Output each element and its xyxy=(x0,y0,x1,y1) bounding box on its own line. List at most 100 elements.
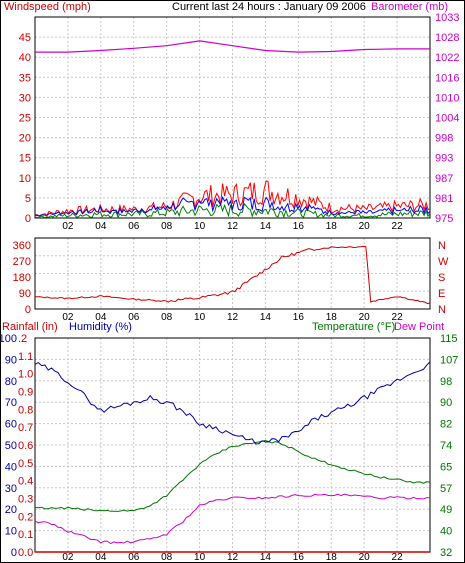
humidity-y-tick-label: 0 xyxy=(11,547,17,559)
humidity-y-tick-label: 100 xyxy=(0,333,17,345)
climate-panel-x-tick-label: 22 xyxy=(392,552,404,563)
wind-panel-x-tick-label: 10 xyxy=(194,221,206,232)
humidity-y-tick-label: 20 xyxy=(5,504,17,516)
wind-average-series xyxy=(34,196,431,217)
barometer-y-tick-label: 987 xyxy=(435,173,453,185)
direction-panel-x-tick-label: 16 xyxy=(293,312,305,323)
barometer-y-tick-label: 981 xyxy=(435,193,453,205)
compass-tick-label: N xyxy=(438,304,446,316)
direction-y-tick-label: 90 xyxy=(19,288,31,300)
barometer-y-tick-label: 1033 xyxy=(435,12,459,24)
humidity-y-tick-label: 50 xyxy=(5,440,17,452)
humidity-y-tick-label: 90 xyxy=(5,354,17,366)
wind-panel-x-tick-label: 12 xyxy=(227,221,239,232)
direction-y-tick-label: 180 xyxy=(13,272,31,284)
humidity-y-tick-label: 40 xyxy=(5,461,17,473)
direction-panel-x-tick-label: 02 xyxy=(62,312,74,323)
climate-panel-x-tick-label: 18 xyxy=(326,552,338,563)
rainfall-y-tick-label: .2 xyxy=(18,333,27,345)
compass-tick-label: N xyxy=(438,240,446,252)
direction-y-tick-label: 270 xyxy=(13,256,31,268)
rainfall-y-tick-label: 1.0 xyxy=(18,369,33,381)
climate-panel-x-tick-label: 02 xyxy=(62,552,74,563)
barometer-y-tick-label: 998 xyxy=(435,133,453,145)
barometer-y-tick-label: 1022 xyxy=(435,52,459,64)
barometer-series xyxy=(35,40,430,53)
temperature-y-tick-label: 90 xyxy=(440,397,452,409)
humidity-y-tick-label: 30 xyxy=(5,483,17,495)
wind-panel-plot-border xyxy=(34,16,431,219)
rainfall-y-tick-label: 0.3 xyxy=(18,494,33,506)
windspeed-axis-title: Windspeed (mph) xyxy=(4,1,91,13)
windspeed-y-tick-label: 20 xyxy=(19,133,31,145)
windspeed-y-tick-label: 25 xyxy=(19,113,31,125)
temperature-y-tick-label: 49 xyxy=(440,504,452,516)
rainfall-y-tick-label: 0.8 xyxy=(18,404,33,416)
barometer-y-tick-label: 1010 xyxy=(435,92,459,104)
wind-panel-x-tick-label: 20 xyxy=(359,221,371,232)
direction-panel-x-tick-label: 12 xyxy=(227,312,239,323)
rainfall-y-tick-label: 0.4 xyxy=(18,476,33,488)
barometer-y-tick-label: 993 xyxy=(435,153,453,165)
climate-panel-x-tick-label: 08 xyxy=(161,552,173,563)
windspeed-y-tick-label: 10 xyxy=(19,173,31,185)
humidity-y-tick-label: 60 xyxy=(5,419,17,431)
direction-panel-x-tick-label: 18 xyxy=(326,312,338,323)
compass-tick-label: S xyxy=(438,272,445,284)
wind-panel-x-tick-label: 02 xyxy=(62,221,74,232)
humidity-axis-title: Humidity (%) xyxy=(69,321,132,333)
windspeed-y-tick-label: 15 xyxy=(19,153,31,165)
climate-panel-x-tick-label: 12 xyxy=(227,552,239,563)
wind-panel-x-tick-label: 14 xyxy=(260,221,272,232)
climate-panel-x-tick-label: 04 xyxy=(95,552,107,563)
wind-panel-x-tick-label: 04 xyxy=(95,221,107,232)
temperature-y-tick-label: 107 xyxy=(440,354,458,366)
chart-title: Current last 24 hours : January 09 2006 xyxy=(172,1,366,13)
direction-panel-x-tick-label: 22 xyxy=(392,312,404,323)
barometer-y-tick-label: 975 xyxy=(435,213,453,225)
temperature-y-tick-label: 74 xyxy=(440,440,452,452)
rainfall-y-tick-label: 0.5 xyxy=(18,458,33,470)
rainfall-y-tick-label: 0.7 xyxy=(18,422,33,434)
rainfall-y-tick-label: 0.2 xyxy=(18,511,33,523)
direction-panel-x-tick-label: 08 xyxy=(161,312,173,323)
wind-low-series xyxy=(34,202,431,219)
barometer-y-tick-label: 1016 xyxy=(435,72,459,84)
wind-gust-series xyxy=(34,180,431,217)
humidity-y-tick-label: 80 xyxy=(5,376,17,388)
climate-panel-x-tick-label: 14 xyxy=(260,552,272,563)
wind-direction-series xyxy=(34,245,431,305)
compass-tick-label: W xyxy=(438,256,449,268)
climate-panel-x-tick-label: 16 xyxy=(293,552,305,563)
windspeed-y-tick-label: 35 xyxy=(19,72,31,84)
temperature-y-tick-label: 32 xyxy=(440,547,452,559)
temperature-series xyxy=(34,439,431,512)
barometer-y-tick-label: 1004 xyxy=(435,113,459,125)
rainfall-y-tick-label: 0.0 xyxy=(18,547,33,559)
humidity-y-tick-label: 10 xyxy=(5,526,17,538)
direction-panel-x-tick-label: 20 xyxy=(359,312,371,323)
wind-panel-x-tick-label: 16 xyxy=(293,221,305,232)
barometer-axis-title: Barometer (mb) xyxy=(371,1,448,13)
humidity-series xyxy=(34,361,431,445)
direction-panel-x-tick-label: 04 xyxy=(95,312,107,323)
temperature-axis-title: Temperature (°F) xyxy=(312,321,395,333)
rainfall-y-tick-label: 0.1 xyxy=(18,529,33,541)
windspeed-y-tick-label: 30 xyxy=(19,92,31,104)
temperature-y-tick-label: 82 xyxy=(440,419,452,431)
temperature-y-tick-label: 57 xyxy=(440,483,452,495)
wind-panel-x-tick-label: 08 xyxy=(161,221,173,232)
wind-panel-x-tick-label: 06 xyxy=(128,221,140,232)
windspeed-y-tick-label: 5 xyxy=(25,193,31,205)
dewpoint-axis-title: Dew Point xyxy=(394,321,444,333)
barometer-y-tick-label: 1028 xyxy=(435,32,459,44)
direction-panel-x-tick-label: 14 xyxy=(260,312,272,323)
wind-panel-x-tick-label: 18 xyxy=(326,221,338,232)
direction-panel-plot-border xyxy=(34,237,431,310)
wind-panel-x-tick-label: 22 xyxy=(392,221,404,232)
windspeed-y-tick-label: 0 xyxy=(25,213,31,225)
temperature-y-tick-label: 115 xyxy=(440,333,458,345)
compass-tick-label: E xyxy=(438,288,445,300)
windspeed-y-tick-label: 45 xyxy=(19,32,31,44)
